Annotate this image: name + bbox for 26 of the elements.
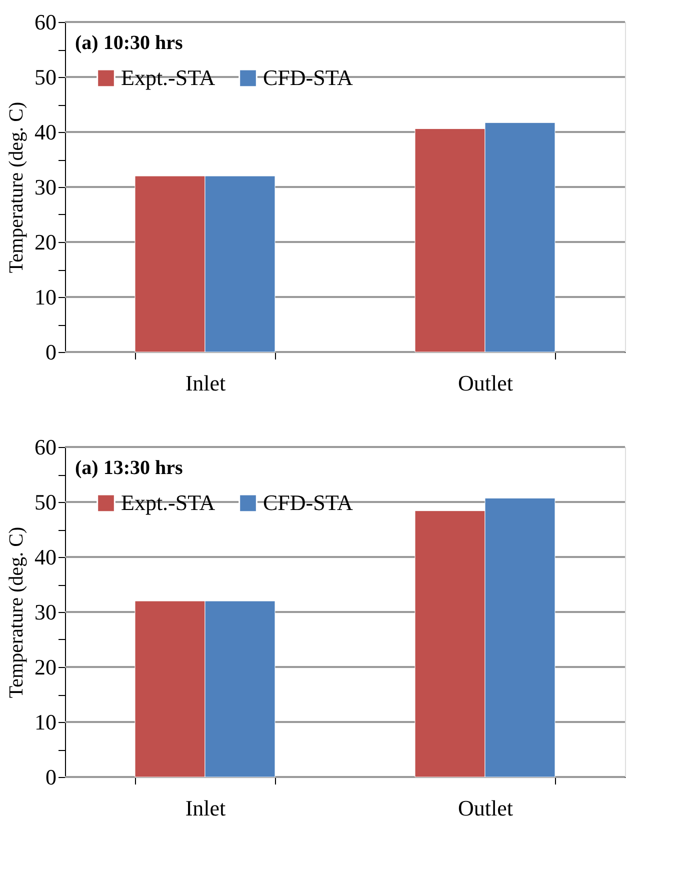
y-tick-label: 50 [34,490,56,514]
legend-label: Expt.-STA [121,65,216,90]
y-tick-label: 30 [34,600,56,624]
legend-label: Expt.-STA [121,490,216,516]
x-tick-label: Outlet [458,796,513,820]
y-axis-title: Temperature (deg. C) [6,102,28,274]
y-tick-label: 10 [34,284,56,310]
y-tick-label: 60 [34,434,56,460]
legend-label: CFD-STA [263,65,354,90]
y-tick-label: 50 [34,64,56,90]
y-tick-label: 0 [46,764,56,790]
y-tick-label: 20 [34,654,56,680]
x-tick-label: Outlet [458,370,513,396]
y-tick-label: 60 [34,10,56,34]
y-axis-title: Temperature (deg. C) [6,526,28,698]
text: (a) 10:30 hrs [75,32,183,54]
y-tick-label: 40 [34,544,56,570]
y-tick-label: 0 [46,340,56,364]
y-tick-label: 10 [34,710,56,734]
y-tick-label: 20 [34,230,56,254]
text: (a) 13:30 hrs [75,457,183,479]
y-tick-label: 40 [34,120,56,144]
x-tick-label: Inlet [185,370,226,396]
y-tick-label: 30 [34,174,56,200]
legend-label: CFD-STA [263,490,354,516]
x-tick-label: Inlet [185,796,226,820]
